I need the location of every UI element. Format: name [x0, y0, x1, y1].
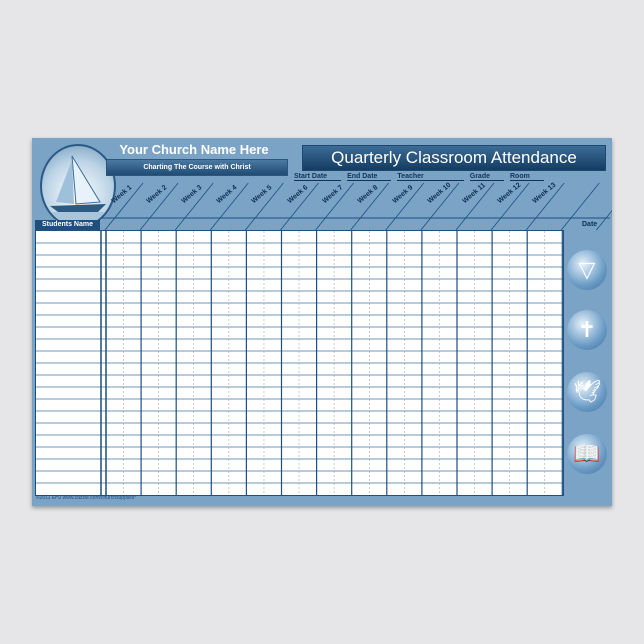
dove-icon: 🕊	[567, 372, 607, 412]
header-diagonals	[102, 182, 612, 231]
attendance-poster: Your Church Name Here Charting The Cours…	[32, 138, 612, 506]
students-name-header: Students Name	[35, 220, 100, 230]
room-field[interactable]: Room	[510, 173, 544, 181]
grade-field[interactable]: Grade	[469, 173, 504, 181]
info-fields: Start Date End Date Teacher Grade Room	[294, 173, 614, 181]
footer-credit: ©2011 EHJ www.zazzle.com/churchsupplies*	[36, 495, 137, 501]
start-date-field[interactable]: Start Date	[294, 173, 342, 181]
attendance-grid[interactable]	[35, 230, 564, 496]
page-title: Quarterly Classroom Attendance	[302, 145, 606, 171]
church-name: Your Church Name Here	[119, 142, 269, 157]
cross-icon: ✝	[567, 310, 607, 350]
bible-icon: 📖	[567, 434, 607, 474]
tagline: Charting The Course with Christ	[106, 159, 288, 176]
date-label: Date	[582, 221, 598, 228]
teacher-field[interactable]: Teacher	[397, 173, 464, 181]
end-date-field[interactable]: End Date	[347, 173, 392, 181]
triangle-knot-icon: ▽	[567, 250, 607, 290]
